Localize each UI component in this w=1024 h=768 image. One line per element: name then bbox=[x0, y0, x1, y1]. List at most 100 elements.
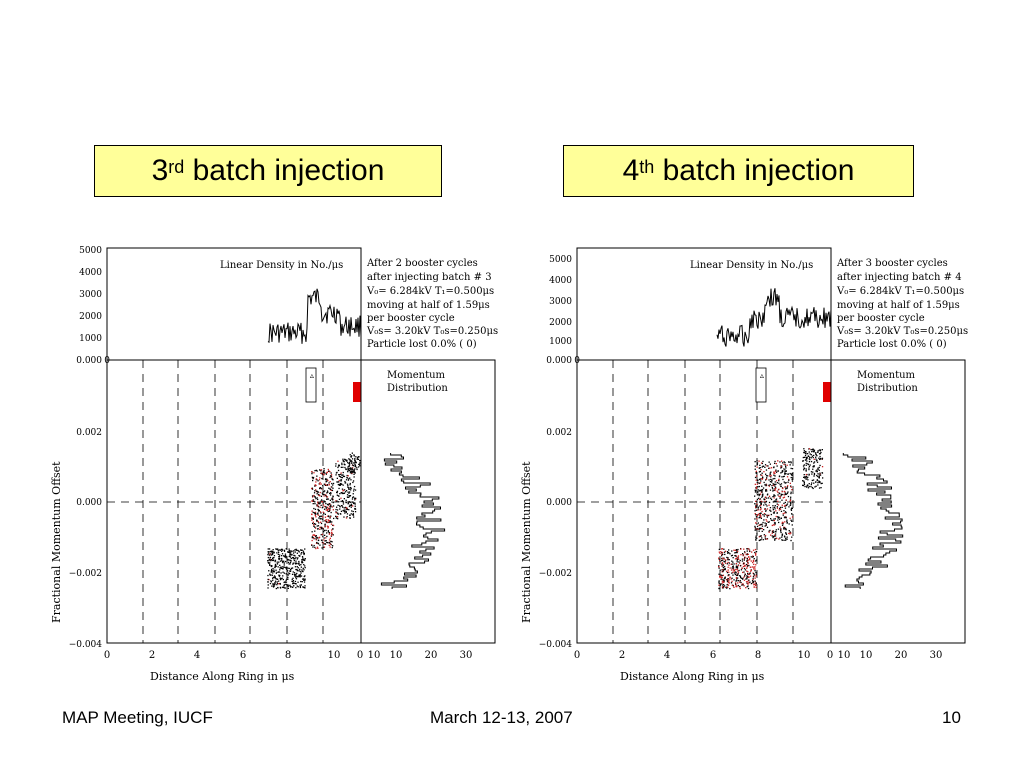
particle-dot bbox=[782, 497, 784, 499]
particle-dot bbox=[289, 556, 292, 558]
particle-dot bbox=[750, 582, 753, 585]
particle-dot bbox=[330, 489, 332, 491]
particle-dot bbox=[804, 477, 806, 479]
particle-dot bbox=[743, 562, 745, 564]
particle-dot bbox=[756, 518, 758, 520]
particle-dot bbox=[331, 498, 333, 500]
particle-dot bbox=[761, 466, 763, 468]
particle-dot bbox=[740, 576, 742, 579]
particle-dot bbox=[735, 577, 738, 579]
particle-dot bbox=[328, 544, 330, 546]
particle-dot bbox=[296, 566, 298, 568]
particle-dot bbox=[323, 491, 325, 493]
particle-dot bbox=[762, 494, 764, 496]
particle-dot bbox=[724, 560, 727, 562]
particle-dot bbox=[335, 515, 337, 517]
particle-dot bbox=[313, 525, 315, 527]
particle-dot bbox=[768, 504, 770, 506]
particle-dot bbox=[754, 510, 756, 512]
particle-dot bbox=[319, 544, 321, 546]
particle-dot bbox=[355, 465, 357, 467]
particle-dot bbox=[784, 521, 786, 523]
particle-dot bbox=[320, 483, 322, 485]
particle-dot bbox=[761, 528, 763, 530]
particle-dot bbox=[280, 548, 283, 551]
particle-dot bbox=[281, 553, 284, 555]
particle-dot bbox=[292, 582, 294, 584]
x-axis-label: Distance Along Ring in μs bbox=[620, 670, 765, 683]
particle-dot bbox=[791, 480, 794, 482]
particle-dot bbox=[780, 483, 783, 485]
particle-dot bbox=[324, 525, 327, 527]
particle-dot bbox=[727, 552, 730, 554]
particle-dot bbox=[760, 501, 762, 503]
particle-dot bbox=[780, 531, 782, 534]
particle-dot bbox=[747, 587, 750, 590]
particle-dot bbox=[753, 573, 755, 575]
particle-dot bbox=[756, 460, 758, 462]
particle-dot bbox=[301, 581, 303, 583]
particle-dot bbox=[721, 574, 723, 577]
particle-dot bbox=[735, 584, 737, 586]
particle-dot bbox=[349, 458, 351, 461]
particle-dot bbox=[724, 550, 727, 552]
particle-dot bbox=[349, 514, 351, 516]
particle-dot bbox=[330, 535, 333, 537]
particle-dot bbox=[819, 455, 821, 458]
particle-dot bbox=[790, 532, 792, 534]
particle-dot bbox=[326, 503, 329, 506]
particle-dot bbox=[791, 513, 793, 515]
particle-dot bbox=[349, 463, 351, 465]
particle-dot bbox=[808, 483, 810, 485]
particle-dot bbox=[764, 513, 766, 516]
particle-dot bbox=[768, 497, 770, 499]
particle-dot bbox=[311, 510, 313, 512]
particle-dot bbox=[331, 531, 333, 533]
particle-dot bbox=[811, 455, 813, 457]
particle-dot bbox=[815, 458, 817, 460]
particle-dot bbox=[314, 514, 316, 516]
particle-dot bbox=[746, 558, 748, 560]
particle-dot bbox=[719, 575, 721, 577]
particle-dot bbox=[303, 579, 306, 581]
particle-dot bbox=[752, 578, 754, 580]
particle-dot bbox=[784, 504, 786, 506]
particle-dot bbox=[314, 546, 316, 549]
particle-dot bbox=[746, 550, 748, 552]
particle-dot bbox=[349, 461, 351, 464]
particle-dot bbox=[721, 571, 723, 573]
particle-dot bbox=[731, 580, 733, 582]
particle-dot bbox=[753, 586, 755, 588]
particle-dot bbox=[274, 559, 277, 561]
particle-dot bbox=[319, 477, 321, 479]
particle-dot bbox=[735, 572, 737, 574]
particle-dot bbox=[341, 492, 343, 494]
particle-dot bbox=[286, 559, 288, 561]
particle-dot bbox=[279, 579, 282, 581]
particle-dot bbox=[333, 517, 335, 520]
particle-dot bbox=[750, 566, 752, 568]
particle-dot bbox=[760, 535, 762, 537]
particle-dot bbox=[344, 506, 347, 509]
particle-dot bbox=[779, 537, 781, 539]
particle-dot bbox=[270, 554, 272, 556]
particle-dot bbox=[290, 586, 292, 588]
particle-dot bbox=[808, 465, 811, 468]
particle-dot bbox=[773, 524, 776, 526]
particle-dot bbox=[312, 521, 314, 523]
particle-dot bbox=[351, 504, 353, 507]
particle-dot bbox=[718, 580, 720, 582]
particle-dot bbox=[293, 572, 296, 574]
particle-dot bbox=[815, 453, 817, 455]
particle-dot bbox=[270, 550, 272, 553]
particle-dot bbox=[322, 528, 324, 530]
particle-dot bbox=[270, 571, 272, 573]
particle-dot bbox=[756, 466, 758, 468]
particle-dot bbox=[311, 487, 313, 490]
particle-dot bbox=[771, 531, 774, 533]
particle-dot bbox=[318, 522, 320, 524]
particle-dot bbox=[269, 559, 271, 561]
particle-dot bbox=[815, 452, 817, 454]
particle-dot bbox=[298, 563, 300, 565]
particle-dot bbox=[774, 460, 776, 463]
